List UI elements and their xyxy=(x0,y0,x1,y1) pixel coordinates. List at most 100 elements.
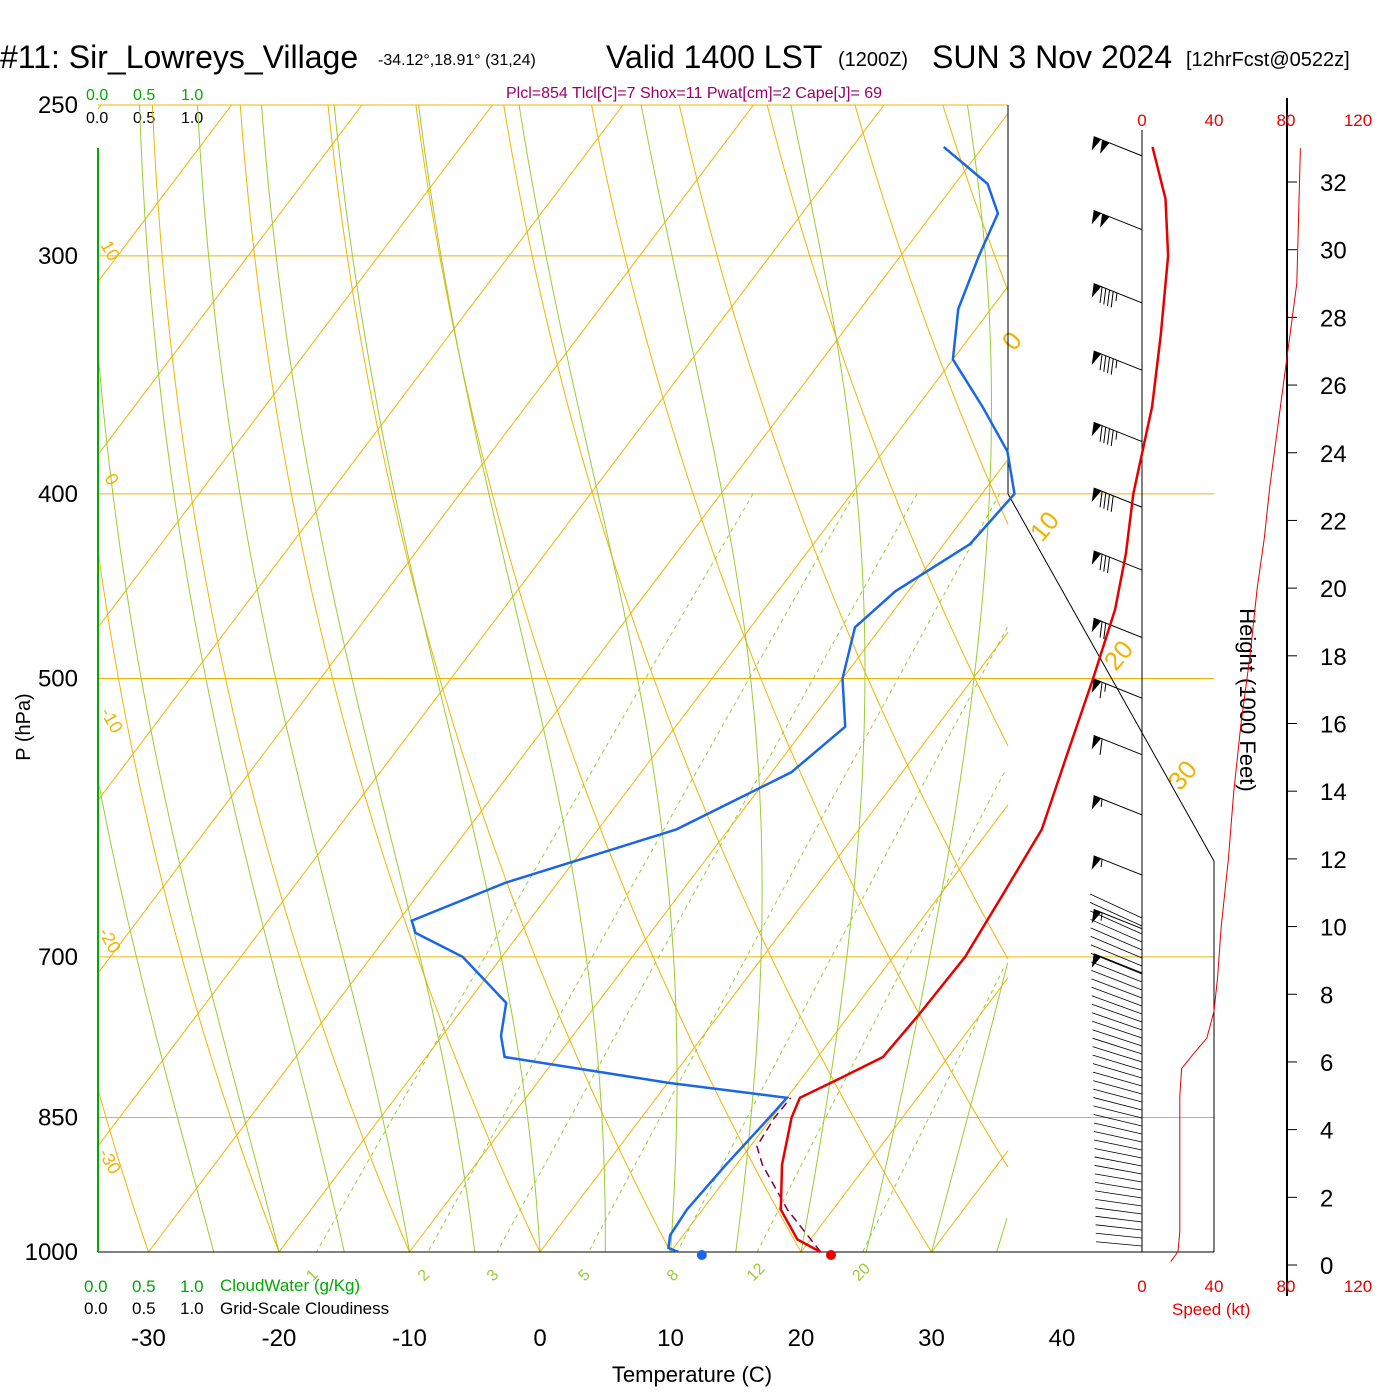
barb-full xyxy=(1107,494,1110,511)
parcel-path xyxy=(756,1097,822,1253)
dry-adiabat xyxy=(901,255,913,284)
isotherm-grid xyxy=(97,104,1009,1253)
dry-adiabat xyxy=(910,772,919,788)
dry-adiabat xyxy=(894,968,902,981)
dry-adiabat-label: -20 xyxy=(95,924,125,957)
dry-adiabat xyxy=(193,514,199,535)
dry-adiabat-label: -30 xyxy=(95,1145,125,1178)
dry-adiabat xyxy=(448,710,455,727)
mixing-ratio-label: 2 xyxy=(415,1266,433,1284)
dry-adiabat xyxy=(929,334,941,360)
dry-adiabat xyxy=(226,1107,232,1118)
dry-adiabat xyxy=(268,1226,274,1236)
dry-adiabat xyxy=(693,168,703,199)
dry-adiabat xyxy=(246,1164,251,1175)
barb-staff xyxy=(1093,1131,1143,1143)
barb-pennant xyxy=(1091,350,1102,365)
dry-adiabat xyxy=(591,104,599,138)
dry-adiabat xyxy=(429,644,436,662)
dry-adiabat xyxy=(340,710,346,727)
barb-staff xyxy=(1090,919,1143,943)
station-coords: -34.12°,18.91° (31,24) xyxy=(378,52,536,69)
dry-adiabat xyxy=(514,168,522,199)
pressure-tick-label: 1000 xyxy=(25,1239,78,1266)
dry-adiabat xyxy=(295,944,301,958)
cloudiness-tick: 1.0 xyxy=(181,110,203,127)
dry-adiabat xyxy=(213,1067,219,1078)
barb-staff xyxy=(1093,209,1143,231)
dry-adiabat xyxy=(284,908,289,921)
dry-adiabat xyxy=(1002,514,1009,525)
dry-adiabat xyxy=(809,1035,817,1047)
station-title: #11: Sir_Lowreys_Village xyxy=(0,39,358,75)
isotherm xyxy=(97,104,493,628)
dry-adiabat xyxy=(562,1024,569,1036)
cloudiness-scale-top: 0.0 0.5 1.0 xyxy=(86,110,203,127)
dry-adiabat xyxy=(630,1173,637,1184)
dry-adiabat xyxy=(960,1087,967,1099)
speed-tick-label: 120 xyxy=(1344,1277,1372,1296)
dry-adiabat xyxy=(511,1191,517,1202)
dry-adiabat xyxy=(966,429,977,452)
dry-adiabat xyxy=(658,383,667,407)
dry-adiabat xyxy=(155,168,159,199)
barb-staff xyxy=(1090,936,1143,959)
dry-adiabat xyxy=(260,309,266,335)
dry-adiabat xyxy=(102,1107,107,1118)
barb-staff xyxy=(1093,421,1143,443)
barb-staff xyxy=(1091,969,1143,991)
barb-staff xyxy=(1093,1097,1143,1111)
dry-adiabat xyxy=(644,334,653,360)
dry-adiabat xyxy=(804,1024,811,1036)
barb-pennant xyxy=(1091,618,1102,633)
dry-adiabat xyxy=(975,451,986,474)
dry-adiabat xyxy=(259,1200,264,1210)
dry-adiabat xyxy=(383,856,389,870)
dry-adiabat xyxy=(230,1117,235,1128)
isotherm xyxy=(148,113,1009,1253)
dry-adiabat xyxy=(942,1056,950,1068)
dry-adiabat xyxy=(124,710,129,727)
height-tick-label: 8 xyxy=(1320,982,1333,1009)
moist-adiabat xyxy=(790,104,866,1253)
dry-adiabat xyxy=(243,1155,248,1165)
dry-adiabat xyxy=(911,282,922,310)
dry-adiabat xyxy=(712,829,720,844)
dry-adiabat xyxy=(166,309,171,335)
dry-adiabat xyxy=(776,968,783,981)
barb-staff xyxy=(1093,855,1143,876)
dry-adiabat xyxy=(492,842,498,857)
barb-staff xyxy=(1093,953,1143,974)
barb-staff xyxy=(1091,986,1143,1007)
wind-speed-profile xyxy=(1170,148,1301,1262)
dry-adiabat xyxy=(777,451,787,474)
dry-adiabat xyxy=(815,1046,822,1058)
dry-adiabat xyxy=(755,383,764,407)
dry-adiabat xyxy=(328,1046,334,1058)
dry-adiabat xyxy=(475,429,482,452)
dry-adiabat xyxy=(314,1002,319,1015)
dry-adiabat xyxy=(184,968,189,981)
mixing-ratio-line xyxy=(588,493,1001,1253)
dry-adiabat xyxy=(178,944,183,958)
barb-half xyxy=(1100,798,1103,808)
barb-pennant xyxy=(1091,735,1102,750)
pressure-tick-label: 500 xyxy=(38,666,78,693)
dry-adiabat xyxy=(363,359,370,384)
moist-adiabat xyxy=(996,1218,1008,1253)
barb-staff xyxy=(1093,350,1143,371)
speed-tick-label: 40 xyxy=(1205,111,1224,130)
dry-adiabat xyxy=(626,895,633,909)
dry-adiabat xyxy=(439,678,445,696)
dry-adiabat xyxy=(617,1146,623,1156)
barb-pennant xyxy=(1091,422,1102,437)
dry-adiabat xyxy=(200,553,205,573)
dry-adiabat xyxy=(142,1235,147,1244)
dry-adiabat xyxy=(497,514,504,535)
dry-adiabat xyxy=(905,1209,912,1219)
speed-tick-label: 0 xyxy=(1137,111,1146,130)
dry-adiabat xyxy=(344,726,351,743)
dry-adiabat xyxy=(635,1182,641,1193)
dry-adiabat xyxy=(815,553,825,573)
